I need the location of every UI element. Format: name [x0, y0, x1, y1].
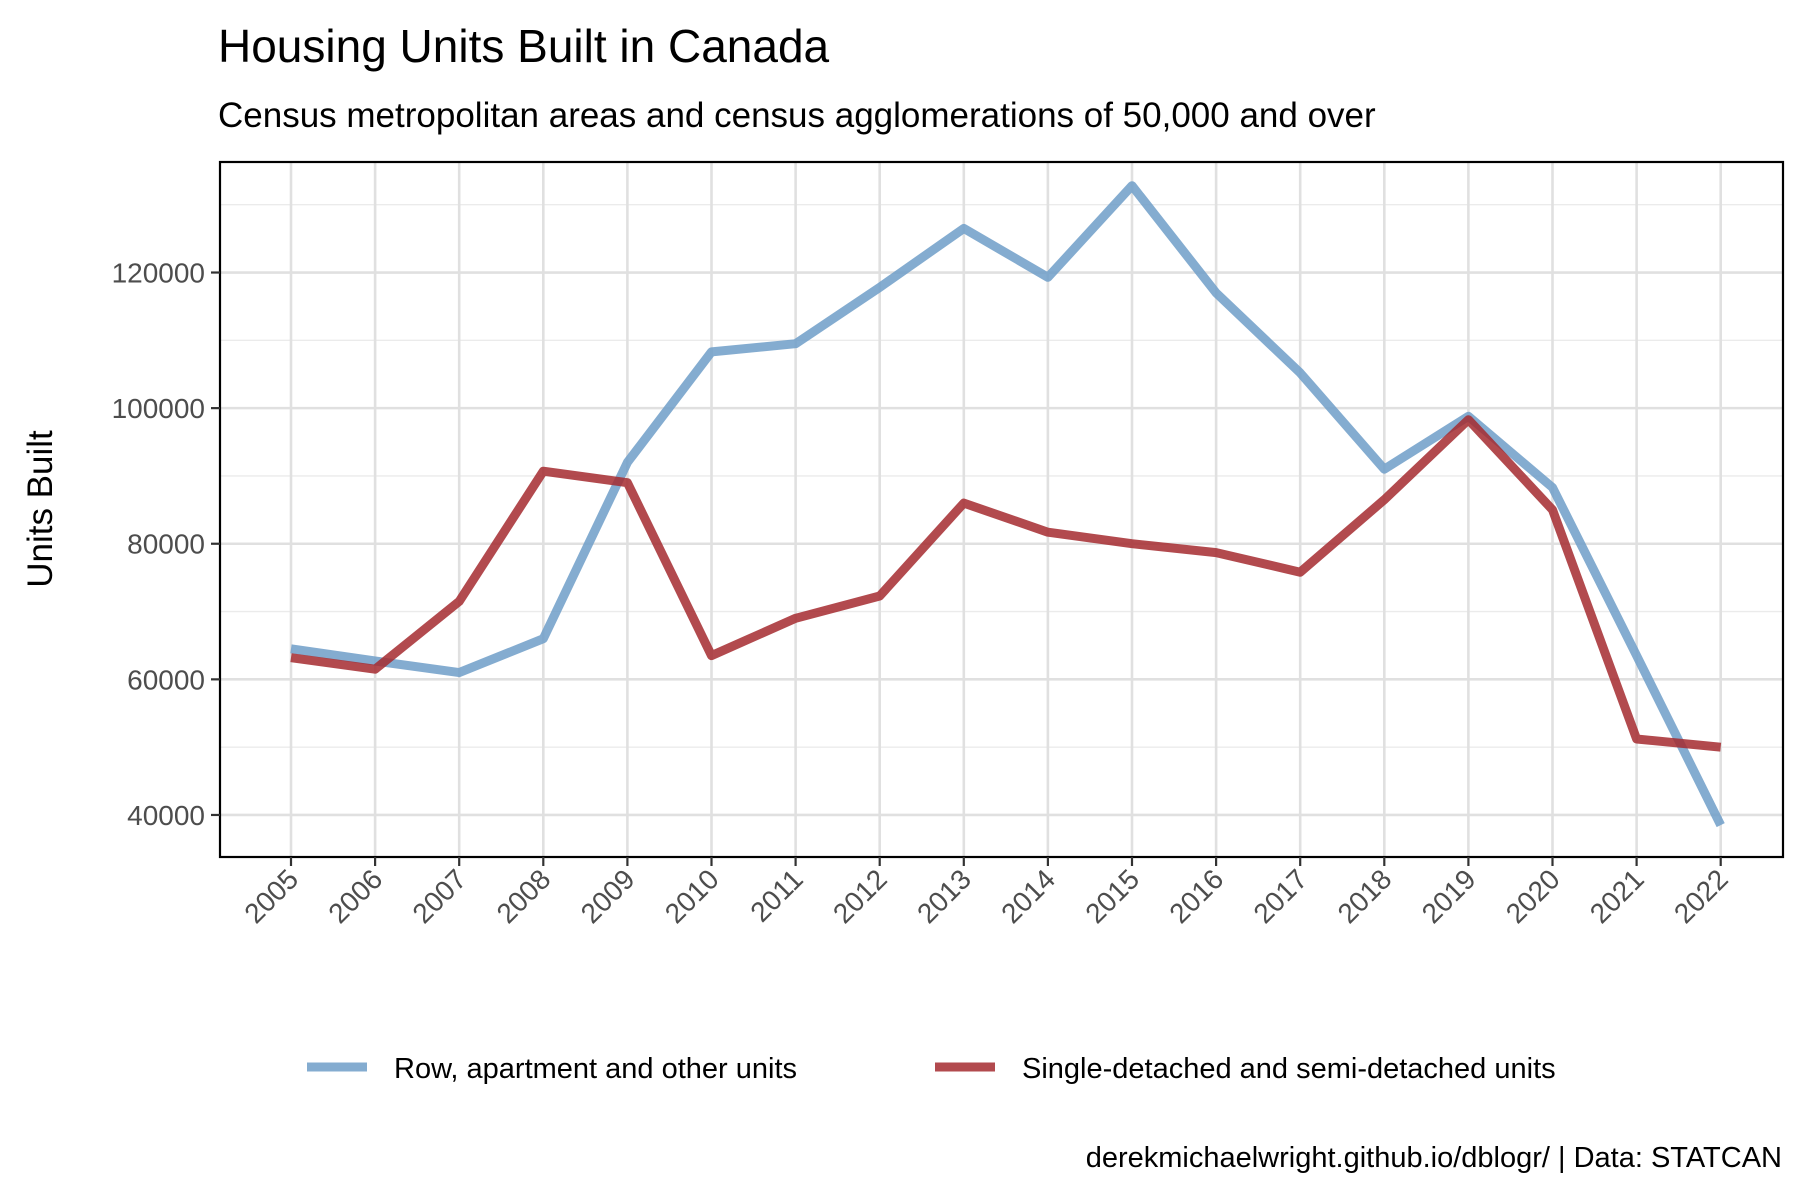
x-tick-label: 2009 — [575, 863, 641, 929]
x-tick-label: 2018 — [1332, 863, 1398, 929]
y-tick-label: 40000 — [127, 800, 205, 831]
x-tick-label: 2006 — [322, 863, 388, 929]
y-tick-label: 80000 — [127, 529, 205, 560]
x-tick-label: 2013 — [911, 863, 977, 929]
legend: Row, apartment and other units Single-de… — [307, 1053, 1556, 1085]
y-tick-label: 60000 — [127, 664, 205, 695]
x-tick-label: 2020 — [1500, 863, 1566, 929]
y-tick-label: 100000 — [112, 393, 205, 424]
x-tick-label: 2010 — [659, 863, 725, 929]
x-tick-label: 2011 — [744, 863, 809, 928]
series-lines — [290, 181, 1725, 828]
y-axis: 40000 60000 80000 100000 120000 — [112, 258, 220, 831]
x-tick-label: 2021 — [1584, 863, 1650, 929]
x-tick-label: 2016 — [1163, 863, 1229, 929]
major-gridlines — [220, 162, 1783, 857]
plot-panel-border — [218, 160, 1785, 859]
chart-title: Housing Units Built in Canada — [218, 20, 830, 72]
y-axis-title: Units Built — [21, 430, 60, 588]
legend-label-row-apartment: Row, apartment and other units — [394, 1053, 797, 1085]
x-tick-label: 2007 — [406, 863, 472, 929]
series-line-row-apartment — [290, 181, 1725, 828]
minor-gridlines — [220, 204, 1783, 748]
series-line-single-detached — [290, 415, 1722, 752]
x-tick-label: 2014 — [995, 863, 1061, 929]
x-tick-label: 2005 — [238, 863, 304, 929]
chart-subtitle: Census metropolitan areas and census agg… — [218, 96, 1376, 135]
x-tick-label: 2008 — [491, 863, 557, 929]
x-tick-label: 2022 — [1668, 863, 1734, 929]
legend-label-single-detached: Single-detached and semi-detached units — [1022, 1053, 1556, 1085]
x-tick-label: 2015 — [1079, 863, 1145, 929]
x-axis: 2005 2006 2007 2008 2009 2010 2011 2012 2013 2014… — [238, 857, 1734, 929]
y-tick-label: 120000 — [112, 258, 205, 289]
x-tick-label: 2017 — [1247, 863, 1313, 929]
x-tick-label: 2012 — [827, 863, 893, 929]
chart-caption: derekmichaelwright.github.io/dblogr/ | D… — [1086, 1142, 1782, 1174]
x-tick-label: 2019 — [1416, 863, 1482, 929]
